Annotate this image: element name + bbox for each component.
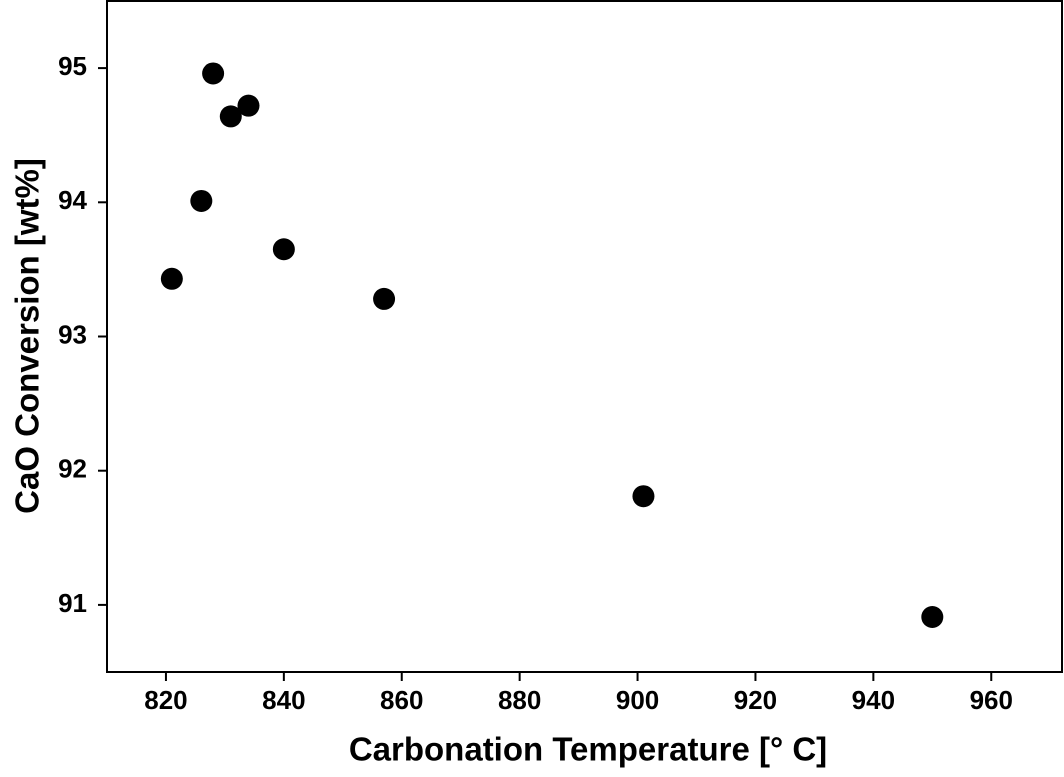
data-point (190, 189, 213, 212)
y-tick-label: 91 (58, 588, 87, 618)
data-point (272, 238, 295, 261)
x-tick-label: 960 (970, 685, 1013, 715)
data-point (237, 94, 260, 117)
data-point (219, 105, 242, 128)
x-tick-label: 860 (380, 685, 423, 715)
data-point (632, 485, 655, 508)
y-tick-label: 92 (58, 454, 87, 484)
x-axis-title: Carbonation Temperature [° C] (349, 731, 827, 768)
x-tick-label: 820 (144, 685, 187, 715)
data-point (202, 62, 225, 85)
x-tick-label: 880 (498, 685, 541, 715)
data-point (373, 287, 396, 310)
x-tick-label: 900 (616, 685, 659, 715)
y-tick-label: 93 (58, 319, 87, 349)
y-tick-label: 94 (58, 185, 87, 215)
x-tick-label: 840 (262, 685, 305, 715)
data-point (160, 267, 183, 290)
x-tick-label: 920 (734, 685, 777, 715)
y-axis-title: CaO Conversion [wt%] (9, 158, 46, 514)
data-point (921, 605, 944, 628)
y-tick-label: 95 (58, 51, 87, 81)
x-tick-label: 940 (852, 685, 895, 715)
